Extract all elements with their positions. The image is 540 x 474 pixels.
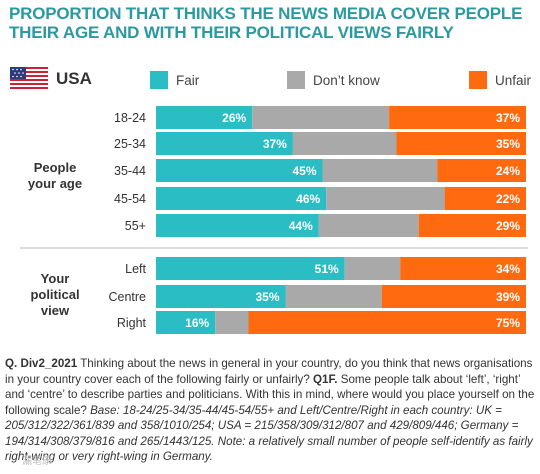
usa-flag-icon	[10, 67, 48, 91]
data-label: 44%	[289, 219, 313, 233]
data-label: 35%	[255, 290, 279, 304]
bar-segment	[444, 187, 526, 210]
bar-segment	[156, 285, 286, 308]
data-label: 35%	[496, 137, 520, 151]
country-header: USA	[10, 66, 92, 92]
category-label: 18-24	[114, 111, 146, 125]
bar-segment	[381, 285, 526, 308]
watermark-text: 漏笔康	[22, 456, 52, 467]
bar-segment	[318, 214, 419, 237]
bar-segment	[248, 311, 526, 334]
data-label: 51%	[315, 262, 339, 276]
category-label: 45-54	[114, 192, 146, 206]
group-label-age-line-1: People	[33, 160, 77, 175]
note-question-code-2: Q1F.	[313, 372, 338, 386]
bar-segment	[156, 106, 253, 129]
group-label-age-line-2: your age	[27, 176, 83, 191]
category-label: Left	[125, 262, 146, 276]
group-label-political-line-1: Your	[40, 271, 70, 286]
category-label: Right	[117, 316, 147, 330]
bar-segment	[156, 132, 293, 155]
data-label: 29%	[496, 219, 520, 233]
data-label: 45%	[292, 164, 316, 178]
data-label: 37%	[496, 111, 520, 125]
bar-segment	[322, 159, 438, 182]
bar-segment	[292, 132, 397, 155]
note-question-code: Q. Div2_2021	[5, 357, 78, 370]
bar-segment	[396, 132, 526, 155]
bar-segment	[156, 159, 323, 182]
bar-segment	[156, 214, 319, 237]
chart-title: PROPORTION THAT THINKS THE NEWS MEDIA CO…	[9, 4, 523, 42]
data-label: 37%	[263, 137, 287, 151]
data-label: 16%	[185, 316, 209, 330]
bar-segment	[418, 214, 526, 237]
bar-segment	[389, 106, 526, 129]
bar-segment	[156, 257, 345, 280]
note-question-text: Thinking about the news in general in yo…	[5, 357, 533, 386]
bar-segment	[156, 311, 216, 334]
group-label-political: Your political view	[0, 271, 110, 319]
bar-segment	[156, 187, 327, 210]
data-label: 46%	[296, 192, 320, 206]
category-label: 55+	[125, 219, 146, 233]
data-label: 24%	[496, 164, 520, 178]
group-label-political-line-2: political	[30, 287, 80, 302]
methodology-note: Q. Div2_2021 Thinking about the news in …	[5, 356, 535, 465]
bar-segment	[400, 257, 526, 280]
bar-segment	[326, 187, 445, 210]
bar-segment	[437, 159, 526, 182]
bar-segment	[215, 311, 249, 334]
data-label: 39%	[496, 290, 520, 304]
note-base-text: Base: 18-24/25-34/35-44/45-54/55+ and Le…	[5, 403, 533, 464]
group-label-age: People your age	[0, 160, 110, 192]
note-question-text-2: Some people talk about ‘left’, ‘right’ a…	[5, 372, 535, 417]
group-label-political-line-3: view	[40, 303, 70, 318]
category-label: Centre	[108, 290, 146, 304]
bar-segment	[252, 106, 390, 129]
country-name: USA	[56, 69, 92, 88]
data-label: 22%	[496, 192, 520, 206]
category-label: 35-44	[114, 164, 146, 178]
data-label: 75%	[496, 316, 520, 330]
data-label: 34%	[496, 262, 520, 276]
bar-segment	[285, 285, 382, 308]
data-label: 26%	[222, 111, 246, 125]
bar-segment	[344, 257, 401, 280]
category-label: 25-34	[114, 137, 146, 151]
